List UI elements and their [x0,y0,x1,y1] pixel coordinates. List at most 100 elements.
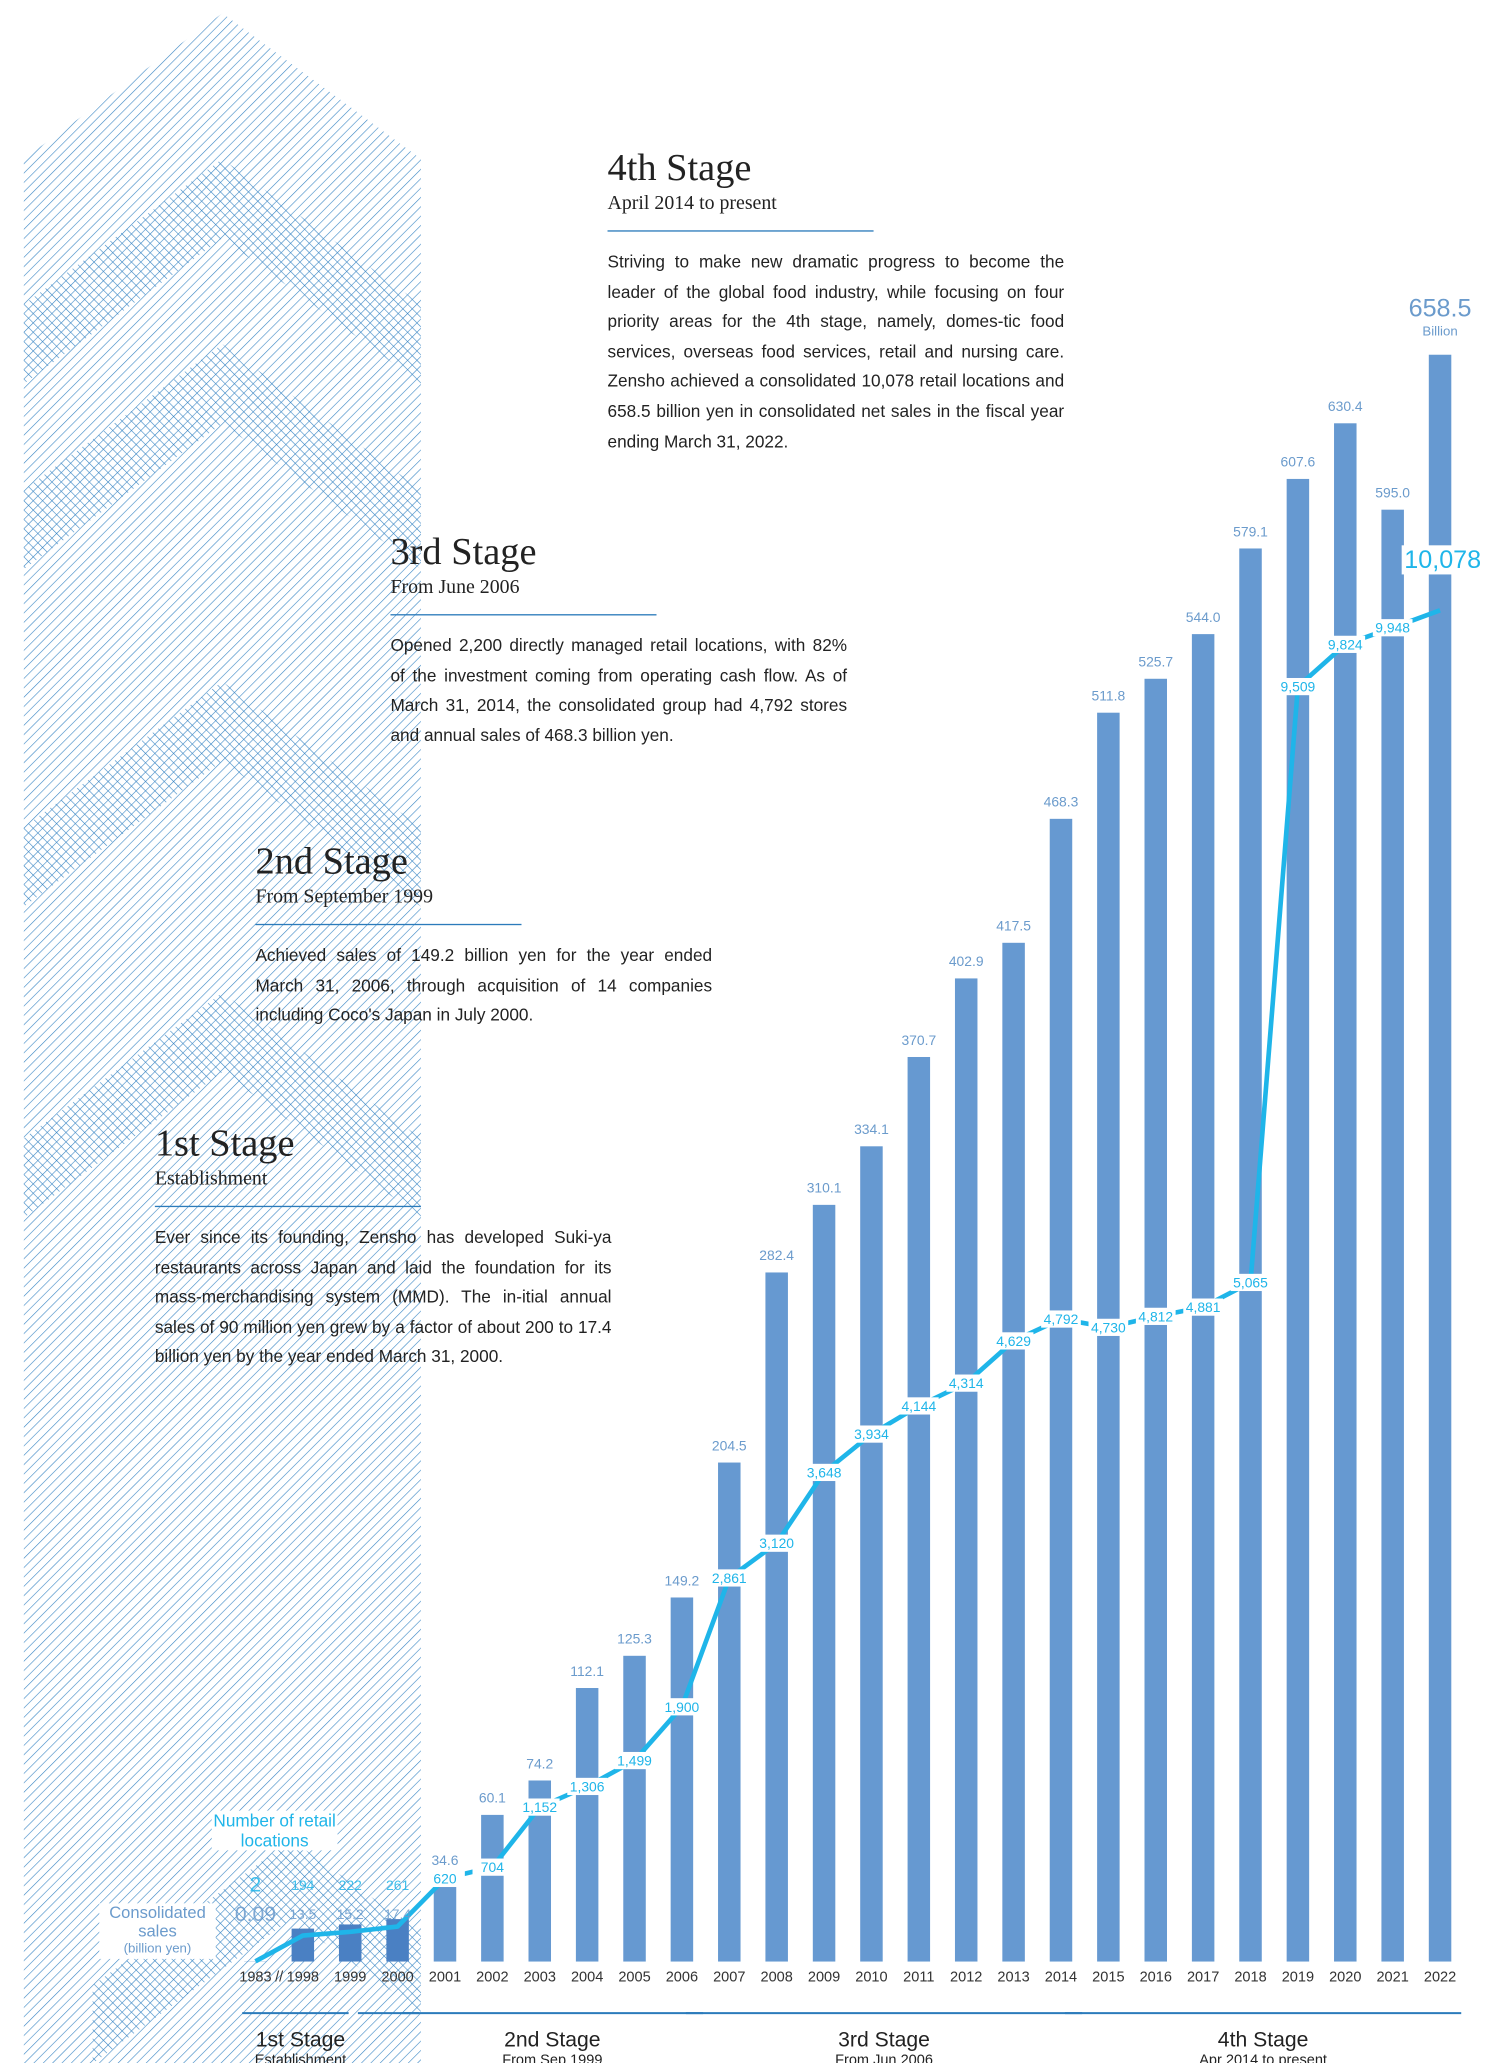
line-value-label: 222 [339,1877,362,1893]
line-value-label: 194 [291,1877,314,1893]
line-value-label: 2,861 [712,1570,747,1586]
x-tick-label: 2022 [1424,1969,1456,1985]
bar-value-label: 34.6 [431,1852,458,1868]
x-tick-label: 1999 [334,1969,366,1985]
line-value-label: 2 [250,1874,262,1897]
x-tick-label: 2007 [713,1969,745,1985]
bar-value-label: 204.5 [712,1437,747,1453]
stage-body: Striving to make new dramatic progress t… [608,248,1065,457]
bar-value-label: 544.0 [1186,609,1221,625]
stage-body: Achieved sales of 149.2 billion yen for … [255,941,712,1031]
x-tick-label: 2000 [381,1969,413,1985]
bar-value-label: 595.0 [1375,484,1410,500]
x-tick-label: 2017 [1187,1969,1219,1985]
stage-band-label: 2nd Stage [504,2029,600,2052]
bar-value-label: 13.5 [289,1906,316,1922]
bar [1381,510,1404,1962]
stage-title: 4th Stage [608,146,1065,191]
bar-value-label: 310.1 [807,1180,842,1196]
bar [1192,634,1215,1961]
line-value-label: 3,934 [854,1426,889,1442]
bar [718,1463,741,1962]
bar [908,1057,931,1962]
stage-subtitle: From September 1999 [255,884,521,925]
stage-band-sub: Establishment [255,2053,346,2063]
bar-value-label: 149.2 [665,1572,700,1588]
bar-value-label: 15.2 [337,1906,364,1922]
bar-value-label: 60.1 [479,1790,506,1806]
bar-value-label: 370.7 [901,1032,936,1048]
stage-body: Opened 2,200 directly managed retail loc… [390,631,847,751]
bar-value-label: 0.09 [235,1903,276,1926]
line-value-label: 9,509 [1281,679,1316,695]
bar-value-label: 525.7 [1138,654,1173,670]
bar [623,1656,646,1962]
line-value-label: 9,948 [1375,620,1410,636]
line-value-label: 704 [481,1859,504,1875]
bar [1429,355,1452,1962]
bar [860,1146,883,1961]
line-value-label: 3,120 [759,1535,794,1551]
line-value-label: 4,812 [1138,1308,1173,1324]
bar [813,1205,836,1962]
bar [671,1597,694,1961]
x-tick-label: 2005 [618,1969,650,1985]
x-tick-label: 2002 [476,1969,508,1985]
stage-band-sub: Apr 2014 to present [1199,2053,1327,2063]
bar-value-label: 74.2 [526,1755,553,1771]
stage-block: 3rd Stage From June 2006 Opened 2,200 di… [390,529,847,751]
bar-value-label: 334.1 [854,1121,889,1137]
x-tick-label: 2013 [997,1969,1029,1985]
x-tick-label: 2004 [571,1969,603,1985]
line-value-label: 3,648 [807,1464,842,1480]
line-value-label: 1,499 [617,1753,652,1769]
x-tick-label: 2015 [1092,1969,1124,1985]
bar-value-label: 630.4 [1328,398,1363,414]
bar [955,978,978,1961]
bar-value-label: 282.4 [759,1247,794,1263]
bar [576,1688,599,1962]
line-value-label: 4,792 [1044,1311,1079,1327]
line-value-label: 9,824 [1328,636,1363,652]
stage-title: 2nd Stage [255,839,712,884]
bar-value-label: 511.8 [1092,687,1126,703]
x-tick-label: 2006 [666,1969,698,1985]
stage-band-label: 4th Stage [1218,2029,1309,2052]
bar-value-label: 468.3 [1044,794,1079,810]
bar [1050,819,1073,1962]
x-tick-label: 1998 [287,1969,319,1985]
page: 1983 1998 1999 2000 2001 2002 2003 2004 2005 2006… [0,0,1493,2063]
x-tick-label: 2018 [1234,1969,1266,1985]
legend-bar-unit: (billion yen) [99,1940,215,1959]
stage-title: 3rd Stage [390,529,847,574]
line-value-label: 1,900 [665,1699,700,1715]
line-value-label: 4,881 [1186,1299,1221,1315]
stage-title: 1st Stage [155,1121,612,1166]
x-tick-label: 2011 [903,1969,934,1985]
bar-value-label: 658.5 [1409,294,1472,322]
bar-value-label: 125.3 [617,1631,652,1647]
line-value-label: 4,730 [1091,1319,1126,1335]
bar-value-note: Billion [1422,324,1457,339]
x-tick-label: 2003 [524,1969,556,1985]
line-value-label: 1,152 [522,1799,557,1815]
x-tick-label: 2001 [429,1969,461,1985]
stage-subtitle: April 2014 to present [608,191,874,232]
bar-value-label: 579.1 [1233,523,1268,539]
x-tick-label: 2012 [950,1969,982,1985]
bar-value-label: 402.9 [949,953,984,969]
x-tick-label: 2016 [1140,1969,1172,1985]
x-tick-label: 2021 [1376,1969,1408,1985]
line-value-label: 4,144 [901,1398,936,1414]
legend-bar: Consolidated sales (billion yen) [99,1903,215,1959]
stage-band-label: 1st Stage [256,2029,345,2052]
line-value-label: 1,306 [570,1778,605,1794]
axis-break: // [275,1969,284,1985]
x-tick-label: 1983 [239,1969,271,1985]
bar-value-label: 17.4 [384,1906,411,1922]
bar-value-label: 607.6 [1281,454,1316,470]
bar [765,1272,788,1961]
stage-subtitle: Establishment [155,1166,421,1207]
legend-line: Number of retail locations [212,1811,338,1851]
line-value-label: 4,629 [996,1333,1031,1349]
